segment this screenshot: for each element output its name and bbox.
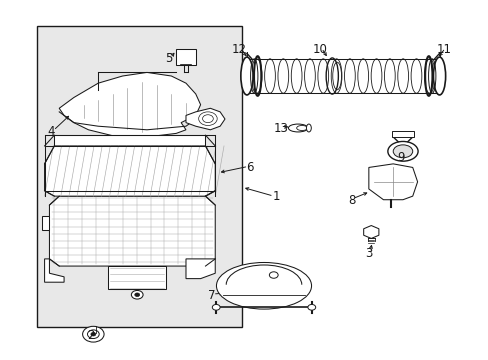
Text: 12: 12 (232, 42, 246, 55)
Ellipse shape (216, 262, 311, 309)
Circle shape (307, 305, 315, 310)
Polygon shape (42, 216, 49, 230)
Text: 7: 7 (207, 289, 215, 302)
Text: 2: 2 (87, 329, 95, 342)
Polygon shape (44, 259, 64, 282)
Bar (176, 49, 195, 65)
Polygon shape (185, 108, 224, 130)
Circle shape (131, 291, 143, 299)
Ellipse shape (241, 57, 252, 95)
Text: 8: 8 (347, 194, 355, 207)
Text: 5: 5 (165, 52, 172, 65)
Ellipse shape (387, 141, 417, 161)
Text: 9: 9 (396, 151, 404, 164)
Circle shape (82, 326, 104, 342)
Text: 1: 1 (272, 190, 279, 203)
Bar (37, 26, 242, 327)
Circle shape (91, 332, 96, 336)
Text: 6: 6 (245, 161, 253, 174)
Polygon shape (49, 196, 215, 266)
Polygon shape (54, 135, 205, 146)
Text: 4: 4 (47, 125, 55, 138)
Text: 3: 3 (365, 247, 372, 260)
Polygon shape (44, 146, 215, 196)
Polygon shape (185, 259, 215, 279)
Ellipse shape (432, 57, 445, 95)
Bar (391, 131, 413, 137)
Ellipse shape (392, 145, 412, 158)
Text: 13: 13 (273, 122, 288, 135)
Circle shape (212, 305, 220, 310)
Circle shape (135, 293, 140, 297)
Polygon shape (59, 72, 200, 137)
Text: 10: 10 (312, 42, 327, 55)
Text: 11: 11 (436, 42, 451, 55)
Circle shape (269, 272, 278, 278)
Ellipse shape (288, 124, 307, 132)
Ellipse shape (306, 124, 311, 132)
Polygon shape (108, 266, 166, 289)
Polygon shape (368, 164, 417, 200)
